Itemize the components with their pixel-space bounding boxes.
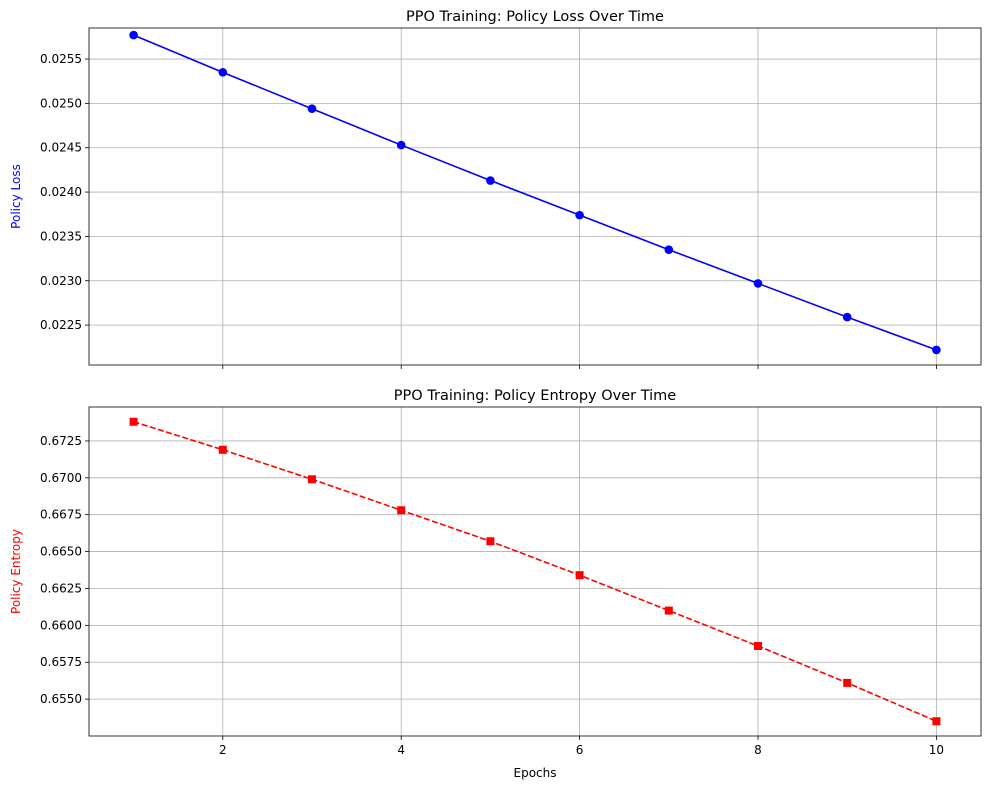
axes-frame: [88, 27, 982, 366]
y-tick-label: 0.0225: [40, 318, 82, 332]
y-tick-label: 0.6625: [40, 581, 82, 595]
data-point-marker: [486, 537, 495, 546]
series-line: [133, 34, 937, 351]
data-point-marker: [396, 140, 406, 150]
axes-frame: [88, 406, 982, 737]
y-tick-label: 0.6725: [40, 434, 82, 448]
data-point-marker: [932, 345, 941, 355]
data-point-marker: [843, 678, 852, 687]
data-point-marker: [664, 245, 674, 255]
data-point-marker: [575, 210, 584, 220]
y-tick-label: 0.6700: [40, 471, 82, 485]
chart-2: 2 4 6 8 10 0.6550 0.6575 0.6600 0.6625 0.6650 0.66…: [9, 388, 982, 780]
chart-1: 0.0225 0.0230 0.0235 0.0240 0.0245 0.0250 0.02…: [9, 9, 982, 369]
x-tick-label: 6: [576, 743, 584, 757]
y-axis-label: Policy Entropy: [9, 529, 23, 614]
x-tick-label: 2: [219, 743, 227, 757]
x-tick-label: 8: [754, 743, 762, 757]
y-tick-label: 0.0255: [40, 52, 82, 66]
y-tick-label: 0.6650: [40, 545, 82, 559]
data-point-marker: [664, 606, 673, 615]
data-point-marker: [754, 642, 762, 651]
data-point-marker: [218, 68, 228, 77]
chart-title: PPO Training: Policy Loss Over Time: [406, 9, 664, 25]
data-point-marker: [308, 475, 316, 484]
y-tick-label: 0.0245: [40, 141, 82, 155]
data-point-marker: [129, 417, 138, 426]
y-tick-label: 0.6675: [40, 508, 82, 522]
data-point-marker: [842, 312, 852, 322]
y-tick-label: 0.0250: [40, 96, 82, 110]
y-tick-label: 0.0230: [40, 274, 82, 288]
data-point-marker: [486, 176, 495, 185]
y-tick-label: 0.6600: [40, 618, 82, 632]
y-tick-label: 0.6550: [40, 692, 82, 706]
data-point-marker: [129, 30, 138, 40]
x-axis-label: Epochs: [514, 766, 557, 780]
x-tick-label: 4: [397, 743, 405, 757]
data-point-marker: [932, 717, 941, 726]
data-point-marker: [397, 506, 406, 515]
data-point-marker: [307, 104, 317, 114]
data-point-marker: [218, 445, 227, 454]
y-axis-label: Policy Loss: [9, 164, 23, 229]
x-tick-label: 10: [929, 743, 944, 757]
y-tick-label: 0.0235: [40, 229, 82, 243]
y-tick-label: 0.0240: [40, 185, 82, 199]
series-line: [133, 420, 937, 722]
chart-title: PPO Training: Policy Entropy Over Time: [394, 388, 677, 404]
data-point-marker: [753, 279, 763, 288]
data-point-marker: [575, 571, 584, 580]
y-tick-label: 0.6575: [40, 655, 82, 669]
